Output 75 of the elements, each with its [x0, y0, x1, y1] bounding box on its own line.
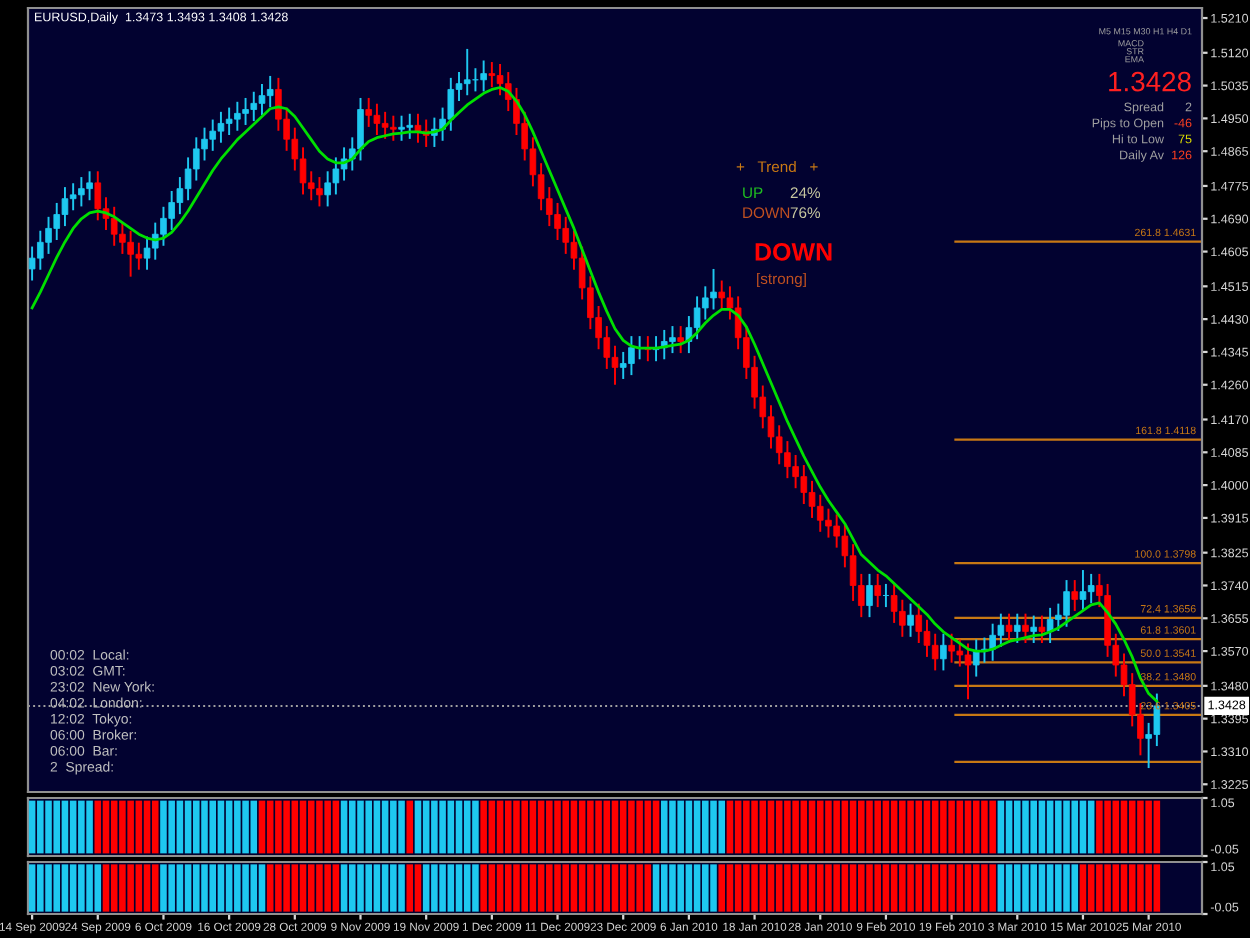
- candlestick: [168, 190, 175, 231]
- candlestick: [94, 170, 102, 222]
- candlestick: [78, 176, 85, 208]
- candlestick: [702, 285, 709, 321]
- candlestick: [833, 513, 840, 549]
- candlestick: [160, 205, 167, 247]
- candlestick: [972, 638, 980, 678]
- candlestick: [110, 205, 118, 247]
- candlestick: [266, 74, 274, 109]
- candlestick: [874, 572, 882, 609]
- candlestick: [1063, 579, 1070, 628]
- candlestick: [1079, 569, 1087, 612]
- candlestick: [463, 47, 471, 97]
- candlestick: [956, 638, 964, 668]
- candlestick: [37, 229, 44, 271]
- candlestick: [414, 112, 422, 144]
- candlestick: [1013, 612, 1021, 644]
- candlestick: [677, 325, 684, 355]
- candlestick: [365, 96, 372, 128]
- candlestick: [1071, 579, 1079, 612]
- candlestick: [472, 67, 479, 93]
- candlestick: [69, 182, 77, 212]
- candlestick: [209, 118, 217, 152]
- candlestick: [480, 59, 487, 93]
- candlestick: [193, 136, 200, 182]
- annotation: 1.3428: [1109, 71, 1191, 92]
- candlestick: [381, 110, 389, 140]
- candlestick: [324, 170, 331, 208]
- candlestick: [217, 110, 225, 144]
- candlestick: [1030, 614, 1037, 644]
- candlestick: [242, 96, 249, 126]
- candlestick: [899, 598, 906, 638]
- candlestick: [488, 61, 496, 89]
- candlestick: [258, 83, 266, 116]
- candlestick: [127, 229, 134, 278]
- candlestick: [1046, 606, 1054, 644]
- candlestick: [1038, 614, 1046, 644]
- candlestick: [907, 602, 914, 638]
- candlestick: [866, 572, 873, 619]
- candlestick: [373, 102, 381, 136]
- candlestick: [964, 642, 972, 701]
- candlestick: [357, 96, 364, 162]
- candlestick: [86, 170, 93, 202]
- candlestick: [201, 126, 208, 162]
- candlestick: [882, 582, 890, 609]
- candlestick: [948, 632, 955, 664]
- candlestick: [398, 114, 405, 142]
- candlestick: [628, 335, 635, 377]
- candlestick: [225, 106, 233, 136]
- candlestick: [316, 176, 323, 208]
- candlestick: [940, 632, 947, 672]
- candlestick: [234, 100, 241, 132]
- candlestick: [718, 279, 726, 311]
- candlestick: [915, 602, 923, 644]
- candlestick: [390, 114, 397, 142]
- candlestick: [53, 201, 61, 241]
- candlestick: [1022, 612, 1029, 644]
- candlestick: [275, 76, 282, 132]
- candlestick: [989, 622, 996, 662]
- candlestick: [669, 325, 676, 355]
- candlestick: [119, 221, 126, 255]
- candlestick: [1005, 612, 1013, 644]
- candlestick: [784, 440, 791, 480]
- annotation: DOWN: [755, 243, 832, 261]
- candlestick: [816, 493, 824, 533]
- candlestick: [792, 454, 799, 490]
- candlestick: [406, 112, 414, 140]
- candlestick: [825, 507, 832, 539]
- candlestick: [931, 632, 939, 672]
- candlestick: [1087, 572, 1095, 605]
- candlestick: [250, 90, 258, 123]
- candlestick: [45, 215, 52, 255]
- candlestick: [710, 267, 717, 311]
- candlestick: [554, 201, 561, 241]
- candlestick: [299, 146, 307, 196]
